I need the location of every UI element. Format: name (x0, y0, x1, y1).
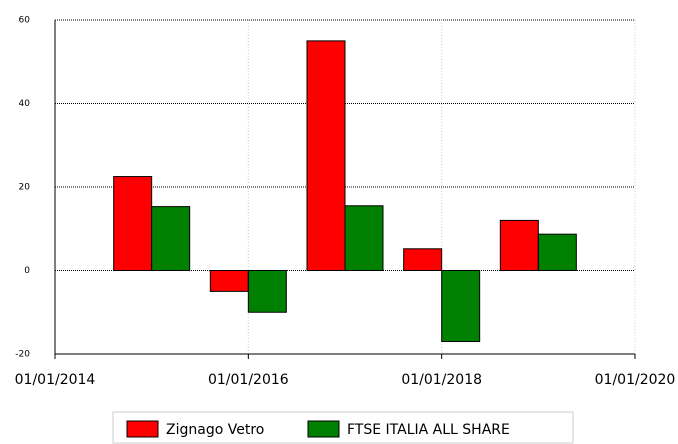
y-tick-label: 20 (19, 183, 31, 193)
y-tick-label: 40 (19, 99, 31, 109)
x-tick-label: 01/01/2016 (208, 372, 289, 388)
legend-swatch (307, 420, 340, 438)
legend-label: Zignago Vetro (166, 422, 264, 438)
y-tick-label: 0 (24, 266, 30, 276)
bar (403, 248, 443, 271)
y-tick-label: -20 (15, 350, 30, 360)
bar (537, 233, 577, 272)
legend-swatch (126, 420, 159, 438)
legend-label: FTSE ITALIA ALL SHARE (347, 422, 510, 438)
y-tick-label: 60 (19, 16, 31, 26)
bar (499, 219, 539, 271)
bar (151, 206, 191, 271)
x-tick-label: 01/01/2018 (401, 372, 482, 388)
bar (113, 176, 153, 271)
bar (247, 270, 287, 313)
bar (441, 270, 481, 342)
bar (344, 205, 384, 272)
x-tick-label: 01/01/2014 (15, 372, 96, 388)
bar (306, 40, 346, 271)
bar (209, 270, 249, 292)
legend-box (112, 411, 574, 444)
x-tick-label: 01/01/2020 (595, 372, 676, 388)
